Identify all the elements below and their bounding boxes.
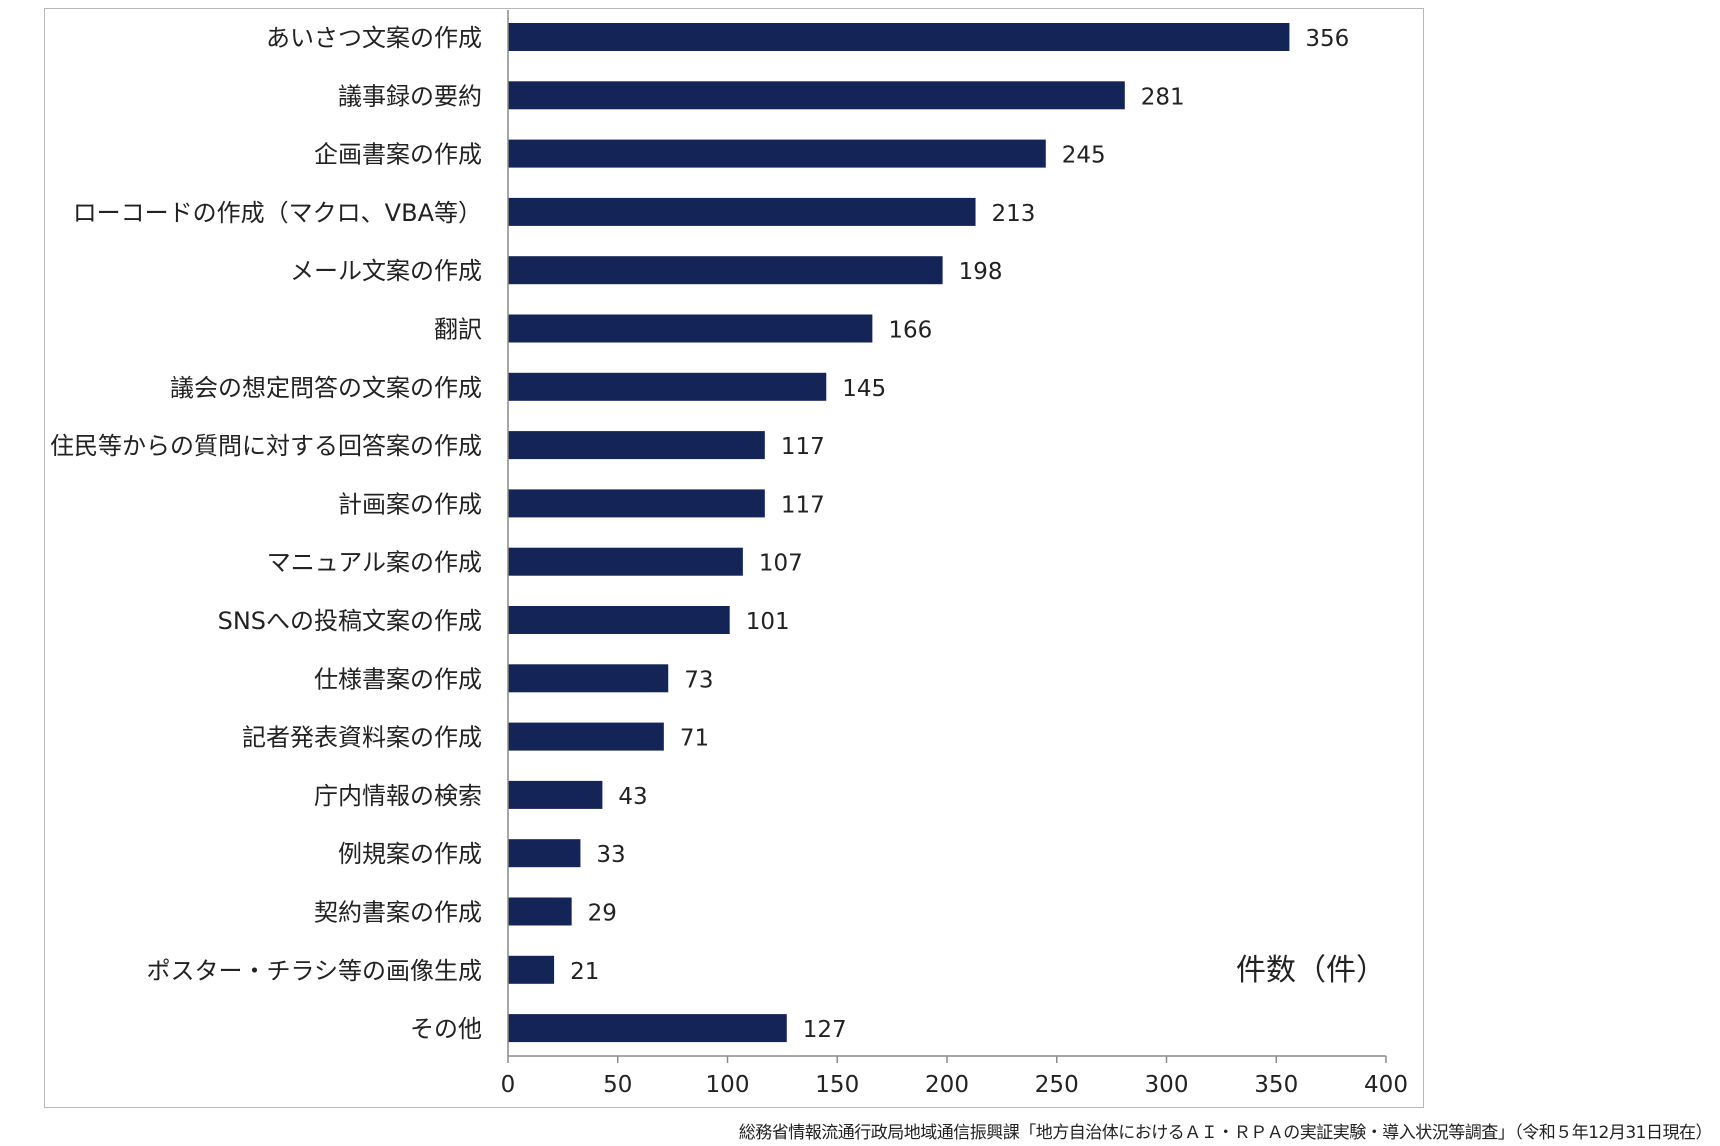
data-label: 213 [992,201,1036,227]
x-tick-label: 200 [925,1072,969,1098]
x-tick-label: 400 [1364,1072,1408,1098]
bar [508,197,976,226]
bar [508,780,603,809]
data-label: 117 [781,434,825,460]
data-label: 101 [746,609,790,635]
x-axis-unit-label: 件数（件） [1236,953,1386,988]
bar [508,489,765,518]
category-label: SNSへの投稿文案の作成 [218,607,482,635]
x-tick-label: 350 [1254,1072,1298,1098]
bar [508,897,572,926]
data-label: 21 [570,959,599,985]
chart-frame [44,8,1424,1108]
category-label: ローコードの作成（マクロ、VBA等） [73,199,482,227]
category-label: 例規案の作成 [338,840,482,868]
bar [508,606,730,634]
data-label: 245 [1062,143,1106,169]
category-label: ポスター・チラシ等の画像生成 [146,957,482,985]
category-label: あいさつ文案の作成 [266,24,482,52]
data-label: 127 [803,1017,847,1043]
bar [508,372,827,401]
category-label: 翻訳 [434,316,482,344]
bar [508,23,1290,51]
category-label: 計画案の作成 [338,490,482,518]
bar [508,839,581,868]
category-label: 仕様書案の作成 [314,665,482,693]
bar [508,139,1046,168]
data-label: 43 [618,784,647,810]
bar [508,431,765,460]
bar [508,722,664,751]
x-tick-label: 50 [603,1072,632,1098]
bar [508,256,943,285]
category-label: メール文案の作成 [290,257,482,285]
source-note: 総務省情報流通行政局地域通信振興課「地方自治体におけるＡＩ・ＲＰＡの実証実験・導… [738,1123,1713,1143]
category-label: その他 [410,1015,482,1043]
data-label: 198 [959,259,1003,285]
data-label: 33 [596,842,625,868]
bar [508,664,669,693]
data-label: 145 [842,376,886,402]
data-label: 29 [588,901,617,927]
x-tick-label: 100 [706,1072,750,1098]
category-label: 議会の想定問答の文案の作成 [170,374,482,402]
category-label: 庁内情報の検索 [314,782,482,810]
bar [508,81,1125,110]
bar [508,547,743,576]
category-label: 企画書案の作成 [314,141,482,169]
data-label: 117 [781,492,825,518]
bar [508,314,873,343]
data-label: 71 [680,726,709,752]
data-label: 166 [888,318,932,344]
category-label: 契約書案の作成 [314,899,482,927]
data-label: 73 [684,667,713,693]
category-label: 議事録の要約 [338,82,482,110]
bar [508,1014,787,1043]
bar [508,955,555,984]
data-label: 356 [1305,26,1349,52]
x-tick-label: 300 [1145,1072,1189,1098]
category-label: 住民等からの質問に対する回答案の作成 [50,432,482,460]
category-label: マニュアル案の作成 [267,549,482,577]
data-label: 281 [1141,84,1185,110]
x-tick-label: 0 [501,1072,516,1098]
data-label: 107 [759,551,803,577]
x-tick-label: 150 [815,1072,859,1098]
x-tick-label: 250 [1035,1072,1079,1098]
category-label: 記者発表資料案の作成 [242,724,482,752]
